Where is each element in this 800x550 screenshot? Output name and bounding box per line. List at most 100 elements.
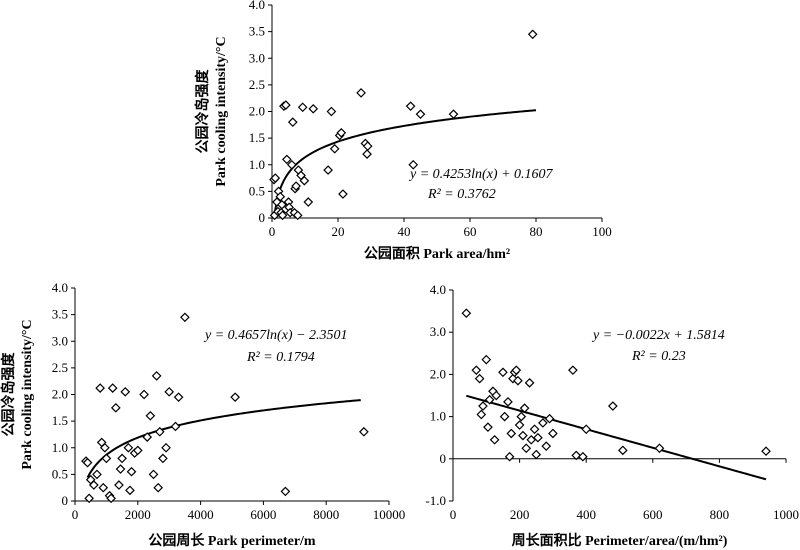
data-point-diamond — [270, 173, 281, 183]
y-tick-label: 4.0 — [430, 282, 446, 297]
data-point-diamond — [287, 117, 298, 127]
y-tick-label: 3.0 — [52, 333, 68, 348]
x-tick-label: 10000 — [373, 507, 406, 522]
data-point-diamond — [568, 365, 578, 376]
data-point-diamond — [489, 434, 500, 445]
data-point-diamond — [544, 413, 555, 424]
y-tick-label: 0 — [62, 493, 69, 508]
x-tick-label: 600 — [643, 507, 663, 522]
y-tick-label: 1.5 — [249, 130, 265, 145]
data-point-diamond — [125, 485, 135, 496]
data-point-diamond — [139, 389, 149, 400]
y-tick-label: 0.5 — [249, 183, 265, 198]
data-point-diamond — [88, 480, 99, 490]
data-point-diamond — [286, 159, 297, 170]
data-point-diamond — [297, 102, 308, 113]
y-tick-label: 2.5 — [52, 360, 68, 375]
y-axis-label-en: Park cooling intensity/°C — [20, 319, 35, 469]
data-point-diamond — [326, 106, 337, 117]
data-point-diamond — [99, 442, 110, 453]
y-tick-label: 1.0 — [52, 440, 68, 455]
data-point-diamond — [154, 426, 165, 437]
data-point-diamond — [323, 165, 333, 175]
data-point-diamond — [533, 432, 543, 443]
x-tick-label: 200 — [510, 507, 530, 522]
x-tick-label: 2000 — [125, 507, 151, 522]
x-tick-label: 6000 — [250, 507, 276, 522]
axes: -1.0 0 1.0 2.0 3.0 4.0 0 200 400 600 800 1000 — [425, 282, 799, 522]
data-point-diamond — [524, 377, 535, 388]
chart-park-area: 0 0.5 1.0 1.5 2.0 2.5 3.0 3.5 4.0 0 20 40 60 80 100 公园面… — [194, 0, 612, 262]
data-point-diamond — [142, 432, 153, 442]
data-point-diamond — [107, 383, 118, 393]
data-point-diamond — [506, 428, 517, 439]
data-point-diamond — [277, 199, 287, 210]
data-point-diamond — [548, 428, 558, 439]
data-point-diamond — [308, 103, 319, 114]
data-point-diamond — [299, 175, 310, 186]
data-point-diamond — [491, 390, 502, 401]
y-tick-label: 2.0 — [430, 366, 446, 381]
data-point-diamond — [529, 424, 540, 435]
y-tick-label: 4.0 — [52, 280, 68, 295]
data-point-diamond — [405, 101, 416, 112]
x-tick-label: 8000 — [313, 507, 339, 522]
r-squared: R² = 0.1794 — [246, 350, 315, 365]
y-tick-label: 0.5 — [52, 466, 68, 481]
data-point-diamond — [336, 127, 347, 138]
r-squared: R² = 0.3762 — [427, 187, 496, 202]
data-point-diamond — [132, 445, 143, 456]
x-tick-label: 800 — [710, 507, 730, 522]
y-tick-label: 3.5 — [249, 24, 265, 39]
x-tick-label: 20 — [332, 224, 345, 239]
trend-line — [466, 394, 767, 481]
axes: 0 0.5 1.0 1.5 2.0 2.5 3.0 3.5 4.0 0 20 40 60 80 100 — [249, 0, 612, 239]
y-tick-label: -1.0 — [425, 493, 446, 508]
data-point-diamond — [106, 493, 116, 504]
data-point-diamond — [511, 365, 522, 376]
data-point-diamond — [607, 401, 618, 411]
y-tick-label: 4.0 — [249, 0, 265, 12]
data-point-diamond — [483, 422, 493, 432]
data-points — [461, 308, 771, 462]
data-point-diamond — [123, 442, 134, 453]
x-tick-label: 0 — [72, 507, 79, 522]
x-tick-label: 400 — [576, 507, 596, 522]
r-squared: R² = 0.23 — [631, 349, 686, 364]
data-point-diamond — [303, 197, 314, 207]
x-tick-label: 40 — [398, 224, 411, 239]
data-point-diamond — [145, 410, 156, 421]
y-axis-label-cn: 公园冷岛强度 — [194, 69, 211, 154]
regression-equation: y = 0.4657ln(x) − 2.3501 — [203, 328, 348, 343]
data-point-diamond — [148, 469, 159, 480]
data-point-diamond — [280, 486, 291, 497]
data-point-diamond — [117, 453, 127, 464]
data-point-diamond — [359, 426, 369, 437]
data-point-diamond — [581, 424, 592, 435]
data-point-diamond — [282, 154, 292, 165]
data-point-diamond — [180, 312, 190, 323]
data-point-diamond — [329, 143, 340, 154]
regression-equation: y = −0.0022x + 1.5814 — [591, 328, 725, 343]
data-point-diamond — [120, 386, 131, 397]
x-axis-label: 周长面积比 Perimeter/area/(m/hm²) — [512, 532, 728, 549]
y-axis-label-cn: 公园冷岛强度 — [0, 352, 17, 437]
data-point-diamond — [538, 418, 548, 428]
data-point-diamond — [484, 394, 495, 405]
data-point-diamond — [654, 443, 665, 454]
data-point-diamond — [521, 443, 532, 454]
data-point-diamond — [578, 451, 588, 462]
x-axis-label: 公园面积 Park area/hm² — [364, 245, 510, 262]
y-tick-label: 2.0 — [52, 387, 68, 402]
data-point-diamond — [362, 141, 373, 151]
data-point-diamond — [84, 493, 94, 504]
y-tick-label: 2.5 — [249, 77, 265, 92]
data-point-diamond — [761, 446, 771, 457]
axes: 0 0.5 1.0 1.5 2.0 2.5 3.0 3.5 4.0 0 2000 4000 6000 80… — [52, 280, 406, 522]
data-point-diamond — [471, 365, 482, 376]
x-tick-label: 1000 — [773, 507, 799, 522]
chart-perimeter-area-ratio: -1.0 0 1.0 2.0 3.0 4.0 0 200 400 600 800 1000 周长面积比 … — [425, 282, 799, 549]
data-point-diamond — [503, 396, 513, 407]
y-tick-label: 1.5 — [52, 413, 68, 428]
